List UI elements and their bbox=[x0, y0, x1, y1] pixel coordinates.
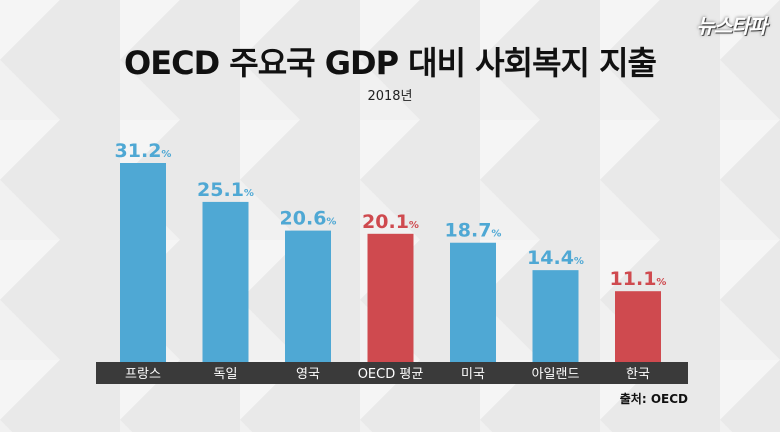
bar-4 bbox=[450, 242, 496, 362]
value-label-3: 20.1% bbox=[362, 211, 419, 233]
source-note: 출처: OECD bbox=[619, 392, 688, 406]
bar-1 bbox=[202, 201, 249, 362]
bar-0 bbox=[120, 163, 166, 362]
bar-6 bbox=[615, 291, 661, 362]
value-label-6: 11.1% bbox=[610, 268, 667, 290]
bar-5 bbox=[532, 270, 579, 362]
category-label-4: 미국 bbox=[461, 367, 485, 382]
bar-3 bbox=[367, 233, 414, 362]
value-label-1: 25.1% bbox=[197, 179, 254, 201]
category-label-3: OECD 평균 bbox=[358, 367, 424, 382]
category-axis-band bbox=[96, 362, 688, 384]
value-label-4: 18.7% bbox=[445, 220, 502, 242]
value-label-2: 20.6% bbox=[280, 208, 337, 230]
value-label-0: 31.2% bbox=[115, 140, 172, 162]
category-label-6: 한국 bbox=[626, 367, 650, 382]
bars-group bbox=[120, 163, 661, 362]
category-label-5: 아일랜드 bbox=[532, 367, 580, 382]
value-label-5: 14.4% bbox=[527, 247, 584, 269]
category-label-0: 프랑스 bbox=[125, 367, 161, 382]
category-label-1: 독일 bbox=[214, 367, 238, 382]
chart-subtitle: 2018년 bbox=[367, 89, 413, 104]
category-label-2: 영국 bbox=[296, 367, 320, 382]
brand-logo: 뉴스타파 bbox=[696, 14, 767, 38]
bar-2 bbox=[285, 230, 331, 362]
value-labels-group: 31.2% 25.1% 20.6% 20.1% 18.7% 14.4% 11.1% bbox=[115, 140, 667, 290]
chart-title: OECD 주요국 GDP 대비 사회복지 지출 bbox=[124, 44, 657, 82]
category-labels-group: 프랑스 독일 영국 OECD 평균 미국 아일랜드 한국 bbox=[125, 367, 650, 382]
